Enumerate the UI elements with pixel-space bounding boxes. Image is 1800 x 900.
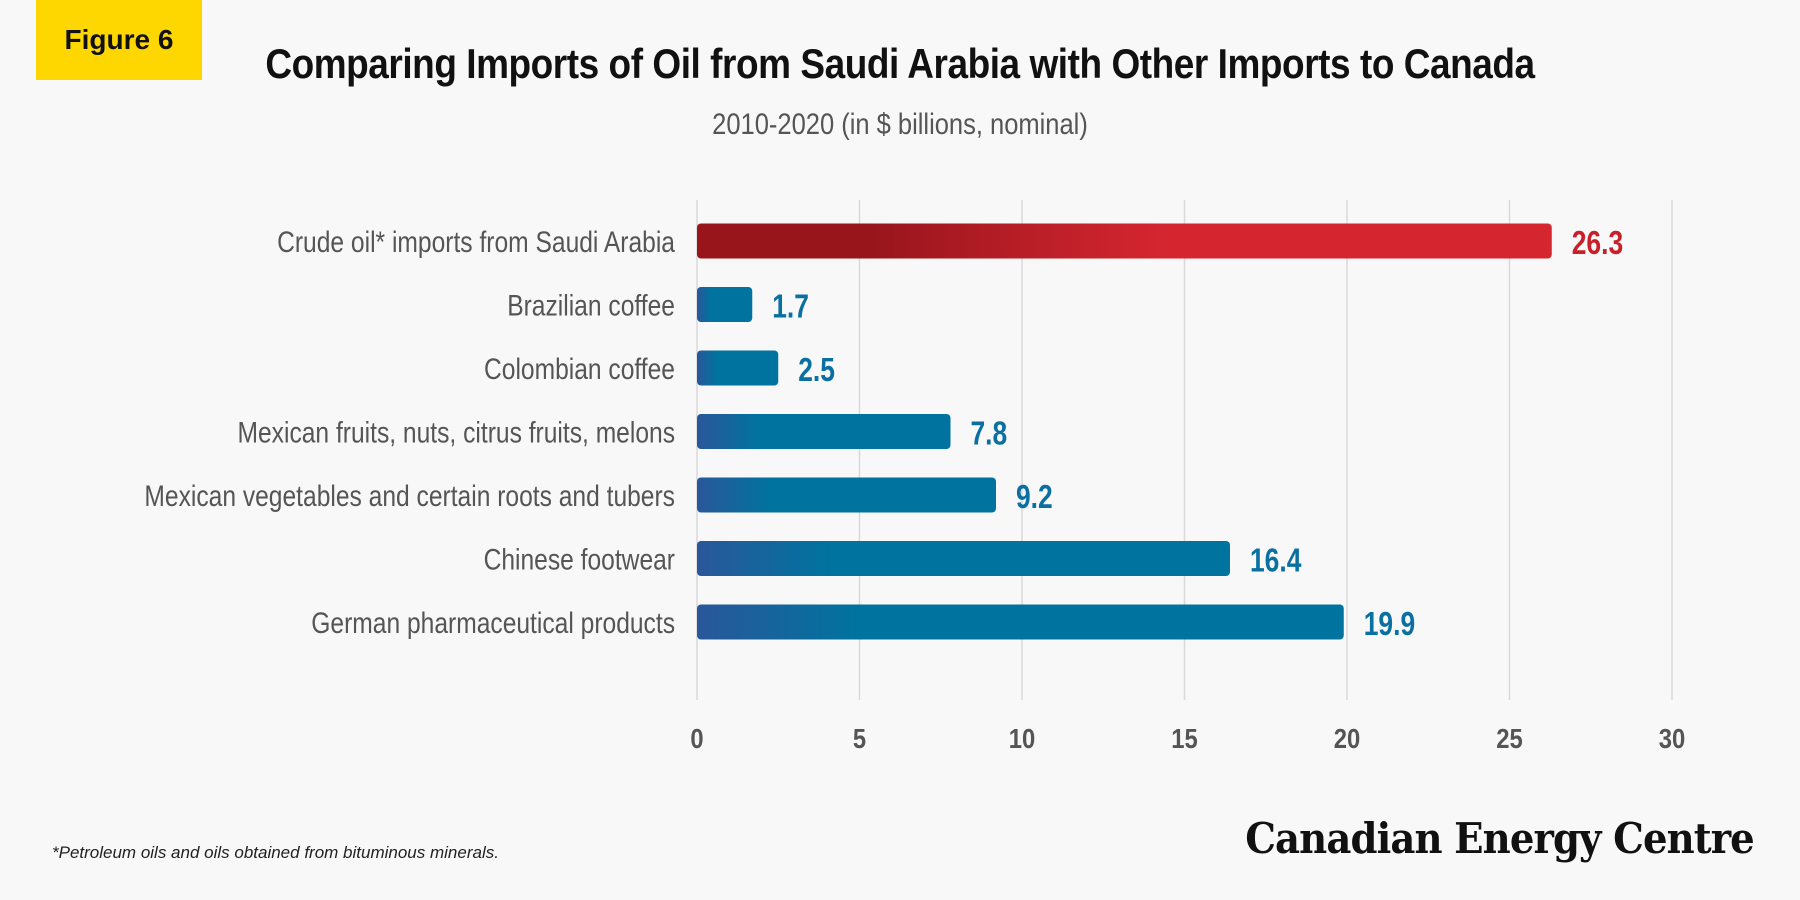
value-label-1: 1.7 — [772, 288, 809, 325]
footnote: *Petroleum oils and oils obtained from b… — [52, 843, 499, 862]
category-label-4: Mexican vegetables and certain roots and… — [144, 480, 675, 513]
bar-4 — [697, 477, 996, 513]
value-label-4: 9.2 — [1016, 478, 1053, 515]
value-label-0: 26.3 — [1572, 224, 1623, 261]
category-label-0: Crude oil* imports from Saudi Arabia — [277, 226, 675, 259]
brand-logo: Canadian Energy Centre — [1245, 814, 1755, 863]
value-label-6: 19.9 — [1364, 605, 1415, 642]
value-label-3: 7.8 — [971, 415, 1008, 452]
value-label-2: 2.5 — [798, 351, 835, 388]
figure-badge: Figure 6 — [36, 0, 202, 80]
x-tick-label-0: 0 — [690, 723, 703, 754]
chart-subtitle: 2010-2020 (in $ billions, nominal) — [712, 108, 1088, 141]
category-label-1: Brazilian coffee — [507, 290, 675, 323]
x-tick-label-5: 5 — [853, 723, 866, 754]
category-label-3: Mexican fruits, nuts, citrus fruits, mel… — [238, 417, 676, 450]
bar-3 — [697, 414, 951, 449]
labels: Crude oil* imports from Saudi Arabia 26.3… — [144, 224, 1623, 642]
value-label-5: 16.4 — [1250, 542, 1302, 579]
x-axis-ticks: 0 5 10 15 20 25 30 — [690, 723, 1685, 754]
category-label-6: German pharmaceutical products — [311, 607, 675, 640]
x-tick-label-10: 10 — [1009, 723, 1036, 754]
x-tick-label-20: 20 — [1334, 723, 1361, 754]
x-tick-label-30: 30 — [1659, 723, 1686, 754]
bar-2 — [697, 350, 779, 386]
bar-1 — [697, 287, 753, 322]
bar-5 — [697, 541, 1230, 576]
bars — [697, 223, 1552, 640]
bar-6 — [697, 604, 1344, 640]
category-label-5: Chinese footwear — [484, 544, 675, 577]
bar-0 — [697, 223, 1552, 259]
x-tick-label-15: 15 — [1171, 723, 1198, 754]
x-tick-label-25: 25 — [1496, 723, 1523, 754]
bar-chart: Crude oil* imports from Saudi Arabia 26.3… — [144, 200, 1685, 754]
chart-title: Comparing Imports of Oil from Saudi Arab… — [265, 40, 1535, 87]
category-label-2: Colombian coffee — [484, 353, 675, 386]
